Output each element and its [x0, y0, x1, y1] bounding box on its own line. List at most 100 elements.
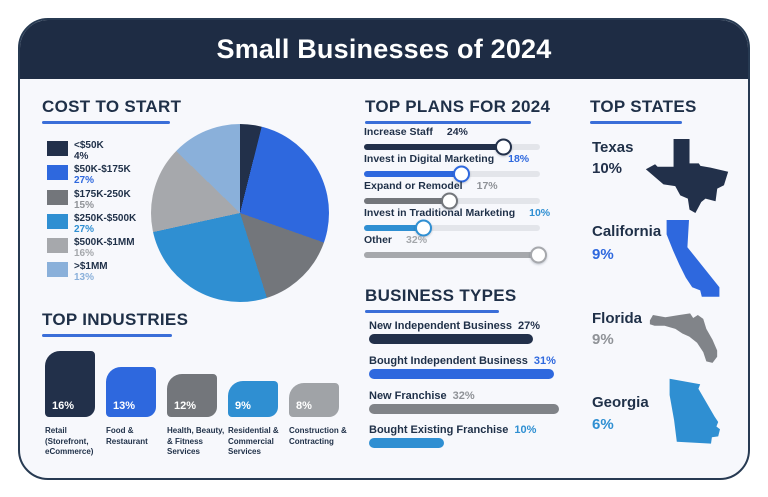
- state-value-georgia: 6%: [592, 416, 614, 433]
- slider-handle[interactable]: [453, 165, 470, 183]
- florida-shape-icon: [649, 313, 718, 363]
- legend-swatch: [47, 189, 68, 205]
- plan-value: 10%: [529, 207, 551, 219]
- section-title-top-industries: TOP INDUSTRIES: [42, 310, 189, 329]
- legend-swatch: [47, 141, 68, 156]
- legend-value: 27%: [74, 223, 95, 235]
- slider-track: [364, 246, 547, 264]
- cost-to-start-underline: [42, 121, 170, 124]
- legend-swatch: [47, 165, 68, 181]
- industry-label: Retail (Storefront, eCommerce): [45, 426, 94, 457]
- legend-label: $175K-250K: [74, 188, 131, 200]
- slider-fill: [364, 198, 448, 204]
- plan-row-digital-marketing: Invest in Digital Marketing 18%: [364, 153, 564, 183]
- business-types-underline: [365, 310, 499, 313]
- plan-value: 24%: [446, 126, 468, 138]
- legend-row: >$1MM 13%: [47, 261, 136, 285]
- industry-bar-retail: 16%: [45, 351, 95, 417]
- industry-bar-food: 13%: [106, 367, 156, 417]
- industry-label: Health, Beauty, & Fitness Services: [167, 426, 225, 457]
- slider-handle[interactable]: [530, 246, 547, 264]
- slider-track: [364, 219, 540, 237]
- business-type-bar: [369, 334, 533, 344]
- plan-value: 18%: [508, 153, 530, 165]
- top-industries-underline: [42, 334, 172, 337]
- industry-label: Food & Restaurant: [106, 426, 148, 446]
- business-type-bar: [369, 404, 559, 414]
- plan-row-other: Other 32%: [364, 234, 564, 264]
- business-type-value: 31%: [533, 355, 556, 367]
- legend-value: 27%: [74, 175, 95, 187]
- business-type-label: New Independent Business 27%: [369, 320, 541, 332]
- legend-label: $50K-$175K: [74, 164, 131, 176]
- legend-value: 16%: [74, 248, 95, 260]
- plan-value: 32%: [406, 234, 428, 246]
- industry-bar-value: 13%: [113, 400, 136, 412]
- plan-row-increase-staff: Increase Staff 24%: [364, 126, 564, 156]
- cost-legend: <$50K 4% $50K-$175K 27% $175K-250K 15% $…: [47, 140, 136, 286]
- industry-bar-construction: 8%: [289, 383, 339, 417]
- state-name-texas: Texas: [592, 139, 634, 156]
- slider-handle[interactable]: [415, 219, 432, 237]
- section-title-business-types: BUSINESS TYPES: [365, 286, 517, 305]
- legend-row: $175K-250K 15%: [47, 189, 136, 213]
- plan-value: 17%: [476, 180, 498, 192]
- industry-bar-value: 9%: [235, 400, 251, 412]
- legend-label: $250K-$500K: [74, 212, 137, 224]
- industry-bar-residential: 9%: [228, 381, 278, 417]
- header-bar: Small Businesses of 2024: [20, 20, 748, 79]
- plan-label: Other: [364, 234, 393, 246]
- business-type-value: 32%: [452, 390, 475, 402]
- state-value-texas: 10%: [592, 160, 623, 177]
- industry-bar-health: 12%: [167, 374, 217, 417]
- legend-label: <$50K: [74, 140, 104, 151]
- business-type-label: Bought Independent Business 31%: [369, 355, 556, 367]
- plan-label: Increase Staff: [364, 126, 433, 138]
- slider-fill: [364, 252, 537, 258]
- top-states-underline: [590, 121, 682, 124]
- california-shape-icon: [666, 220, 720, 297]
- slider-track: [364, 138, 540, 156]
- page-title: Small Businesses of 2024: [216, 34, 552, 64]
- slider-handle[interactable]: [441, 192, 458, 210]
- legend-row: <$50K 4%: [47, 140, 136, 164]
- section-title-top-plans: TOP PLANS FOR 2024: [365, 97, 551, 116]
- legend-row: $500K-$1MM 16%: [47, 237, 136, 261]
- legend-value: 13%: [74, 272, 95, 284]
- plan-row-expand-remodel: Expand or Remodel 17%: [364, 180, 564, 210]
- legend-value: 4%: [74, 151, 89, 162]
- slider-handle[interactable]: [495, 138, 512, 156]
- state-value-florida: 9%: [592, 331, 614, 348]
- state-name-florida: Florida: [592, 310, 643, 327]
- plan-label: Expand or Remodel: [364, 180, 463, 192]
- legend-value: 15%: [74, 199, 95, 211]
- section-title-top-states: TOP STATES: [590, 97, 697, 116]
- slider-track: [364, 165, 540, 183]
- business-type-value: 10%: [514, 424, 537, 436]
- infographic-card: Small Businesses of 2024 COST TO START <…: [18, 18, 750, 480]
- legend-swatch: [47, 213, 68, 229]
- industry-bar-value: 16%: [52, 400, 75, 412]
- business-type-label: Bought Existing Franchise 10%: [369, 424, 537, 436]
- industry-label: Residential & Commercial Services: [228, 426, 279, 457]
- cost-to-start-pie-chart: [151, 124, 329, 302]
- state-name-georgia: Georgia: [592, 394, 649, 411]
- state-name-california: California: [592, 223, 662, 240]
- business-type-label: New Franchise 32%: [369, 390, 475, 402]
- slider-fill: [364, 171, 460, 177]
- business-type-bar: [369, 369, 554, 379]
- state-value-california: 9%: [592, 246, 614, 263]
- industry-bar-value: 8%: [296, 400, 312, 412]
- business-type-value: 27%: [518, 320, 541, 332]
- legend-swatch: [47, 238, 68, 254]
- texas-shape-icon: [645, 139, 729, 213]
- legend-label: >$1MM: [74, 261, 108, 273]
- georgia-shape-icon: [669, 378, 720, 444]
- top-plans-underline: [365, 121, 531, 124]
- legend-label: $500K-$1MM: [74, 237, 135, 249]
- plan-label: Invest in Traditional Marketing: [364, 207, 516, 219]
- legend-swatch: [47, 262, 68, 278]
- slider-fill: [364, 144, 502, 150]
- plan-label: Invest in Digital Marketing: [364, 153, 495, 165]
- legend-row: $50K-$175K 27%: [47, 164, 136, 188]
